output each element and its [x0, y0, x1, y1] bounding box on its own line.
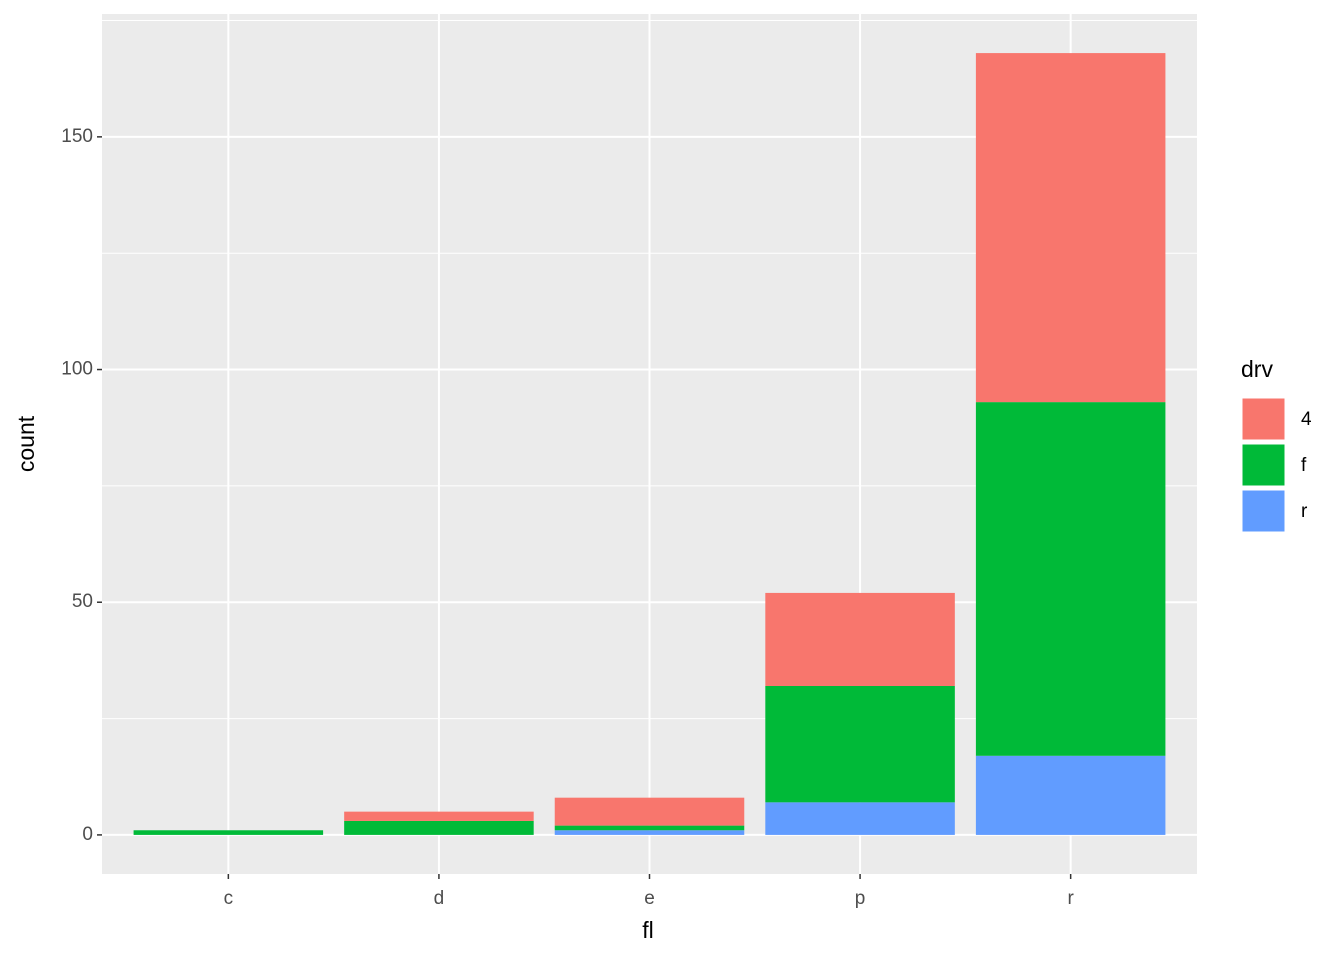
y-axis-title: count	[13, 415, 39, 472]
legend-key	[1241, 443, 1286, 487]
x-tick-label: e	[644, 888, 655, 909]
x-tick-label: c	[224, 888, 234, 909]
legend-label: f	[1301, 455, 1307, 476]
legend-title: drv	[1241, 356, 1273, 382]
legend-key	[1241, 397, 1286, 441]
x-tick-label: d	[434, 888, 445, 909]
bar-segment	[975, 53, 1166, 403]
legend-label: 4	[1301, 409, 1312, 430]
x-tick-label: r	[1067, 888, 1074, 909]
bar-segment	[975, 402, 1166, 756]
y-tick-label: 100	[61, 359, 93, 380]
bar-segment	[344, 820, 534, 835]
x-tick-label: p	[855, 888, 866, 909]
bar-segment	[554, 825, 745, 831]
bar-segment	[765, 802, 955, 835]
legend-key	[1241, 489, 1286, 533]
bar-segment	[344, 811, 534, 821]
y-tick-label: 50	[72, 591, 93, 612]
legend-label: r	[1301, 501, 1308, 522]
y-tick-label: 0	[82, 824, 93, 845]
bar-segment	[765, 592, 955, 686]
y-tick-label: 150	[61, 126, 93, 147]
bar-segment	[554, 830, 745, 835]
bar-segment	[975, 755, 1166, 835]
bar-segment	[554, 797, 745, 826]
bar-segment	[765, 685, 955, 803]
x-axis-title: fl	[642, 917, 654, 943]
bar-segment	[133, 830, 324, 835]
